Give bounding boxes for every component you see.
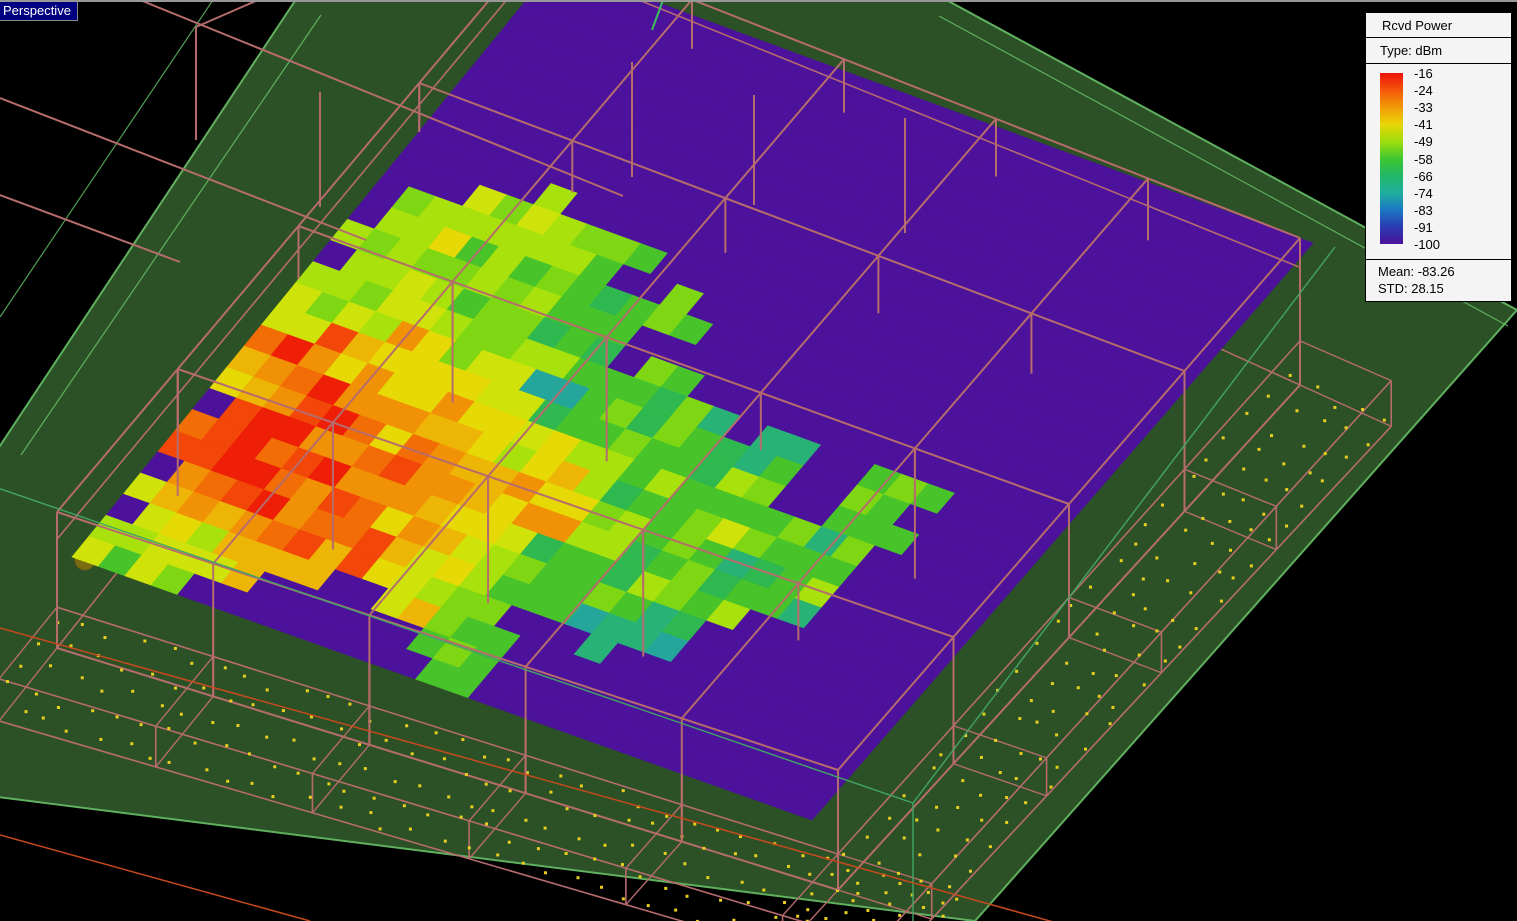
legend-tick: -74 — [1414, 185, 1433, 201]
legend-colorbar-area: -16 -24 -33 -41 -49 -58 -66 -74 -83 -91 … — [1366, 64, 1511, 260]
legend-mean: Mean: -83.26 — [1378, 264, 1455, 279]
wall-posts-front — [56, 238, 1301, 890]
legend-title: Rcvd Power — [1366, 13, 1511, 38]
terrain-parcel-lines — [0, 0, 1336, 921]
legend-tick: -49 — [1414, 134, 1433, 150]
legend-tick: -83 — [1414, 202, 1433, 218]
legend-tick: -58 — [1414, 151, 1433, 167]
legend-tick: -41 — [1414, 117, 1433, 133]
legend-colorbar — [1380, 73, 1403, 244]
window-top-strip — [0, 0, 1517, 2]
legend-tick: -100 — [1414, 237, 1441, 252]
view-mode-label: Perspective — [0, 2, 78, 21]
legend-stats: Mean: -83.26 STD: 28.15 — [1366, 260, 1511, 304]
legend-tick: -16 — [1414, 66, 1433, 81]
legend-tick: -66 — [1414, 168, 1433, 184]
legend-tick: -33 — [1414, 100, 1433, 116]
legend-tick: -24 — [1414, 83, 1433, 99]
adjacent-structure-lattice — [0, 0, 906, 263]
legend-panel: Rcvd Power Type: dBm -16 -24 -33 -41 -49… — [1365, 12, 1512, 302]
legend-tick: -91 — [1414, 219, 1433, 235]
legend-type-label: Type: dBm — [1366, 38, 1511, 64]
receiver-point-dots — [5, 373, 1386, 921]
legend-std: STD: 28.15 — [1378, 281, 1444, 296]
